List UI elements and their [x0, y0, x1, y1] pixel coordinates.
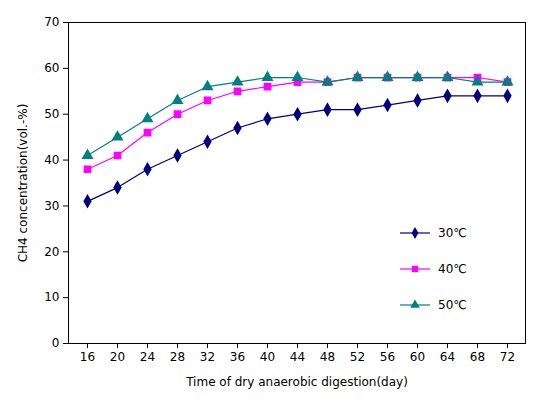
svg-text:60: 60 — [410, 350, 425, 364]
svg-text:56: 56 — [380, 350, 395, 364]
svg-text:24: 24 — [140, 350, 155, 364]
svg-text:60: 60 — [44, 61, 59, 75]
svg-text:16: 16 — [80, 350, 95, 364]
svg-text:64: 64 — [440, 350, 455, 364]
html-text:30℃: 30℃ — [438, 226, 467, 240]
svg-text:0: 0 — [52, 336, 60, 350]
svg-text:CH4 concentration(vol.-%): CH4 concentration(vol.-%) — [16, 104, 30, 263]
svg-text:68: 68 — [470, 350, 485, 364]
svg-text:50: 50 — [44, 107, 59, 121]
html-text:50℃: 50℃ — [438, 298, 467, 312]
svg-text:28: 28 — [170, 350, 185, 364]
svg-text:30: 30 — [44, 199, 59, 213]
svg-text:52: 52 — [350, 350, 365, 364]
svg-text:Time of dry anaerobic digestio: Time of dry anaerobic digestion(day) — [185, 375, 408, 389]
svg-text:70: 70 — [44, 15, 59, 29]
html-text:40℃: 40℃ — [438, 262, 467, 276]
svg-text:32: 32 — [200, 350, 215, 364]
svg-text:20: 20 — [44, 245, 59, 259]
svg-text:36: 36 — [230, 350, 245, 364]
svg-text:10: 10 — [44, 290, 59, 304]
svg-text:48: 48 — [320, 350, 335, 364]
svg-text:44: 44 — [290, 350, 305, 364]
svg-text:72: 72 — [500, 350, 515, 364]
svg-text:40: 40 — [44, 153, 59, 167]
svg-text:40: 40 — [260, 350, 275, 364]
svg-text:20: 20 — [110, 350, 125, 364]
